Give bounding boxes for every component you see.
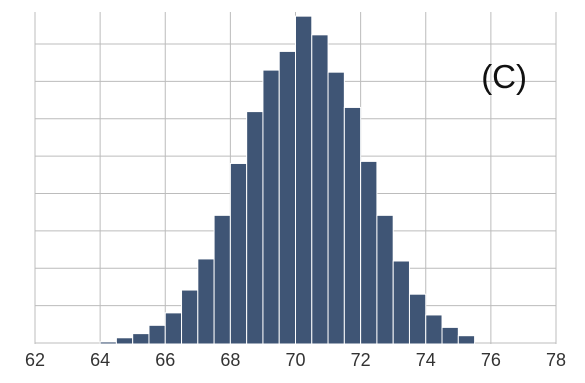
histogram-bar	[376, 214, 394, 345]
panel-label: (C)	[481, 58, 527, 95]
x-tick-label: 74	[416, 350, 436, 370]
histogram-bar	[181, 289, 199, 345]
x-tick-label: 62	[25, 350, 45, 370]
histogram-bar	[392, 260, 410, 345]
histogram-bar	[457, 335, 476, 345]
histogram-bar	[148, 324, 166, 345]
x-tick-label: 76	[481, 350, 501, 370]
histogram-bars	[99, 15, 476, 345]
x-tick-label: 70	[285, 350, 305, 370]
histogram-bar	[295, 15, 313, 345]
histogram-bar	[246, 111, 264, 345]
x-axis-tick-labels: 62 64 66 68 70 72 74 76 78	[25, 350, 566, 370]
histogram-bar	[441, 326, 459, 345]
histogram-bar	[425, 314, 443, 345]
histogram-bar	[343, 106, 362, 345]
histogram-bar	[229, 162, 248, 345]
x-tick-label: 64	[90, 350, 110, 370]
histogram-bar	[164, 312, 183, 345]
x-tick-label: 68	[220, 350, 240, 370]
histogram-bar	[408, 293, 427, 345]
histogram-bar	[360, 160, 378, 345]
histogram-bar	[213, 214, 231, 345]
histogram-bar	[262, 69, 280, 345]
x-tick-label: 66	[155, 350, 175, 370]
histogram-bar	[197, 258, 215, 345]
histogram-bar	[327, 71, 345, 345]
histogram-bar	[115, 337, 134, 345]
histogram-bar	[132, 333, 150, 345]
x-tick-label: 78	[546, 350, 566, 370]
histogram-bar	[311, 34, 329, 345]
histogram-bar	[278, 50, 296, 345]
x-tick-label: 72	[351, 350, 371, 370]
histogram-bar	[99, 341, 117, 345]
